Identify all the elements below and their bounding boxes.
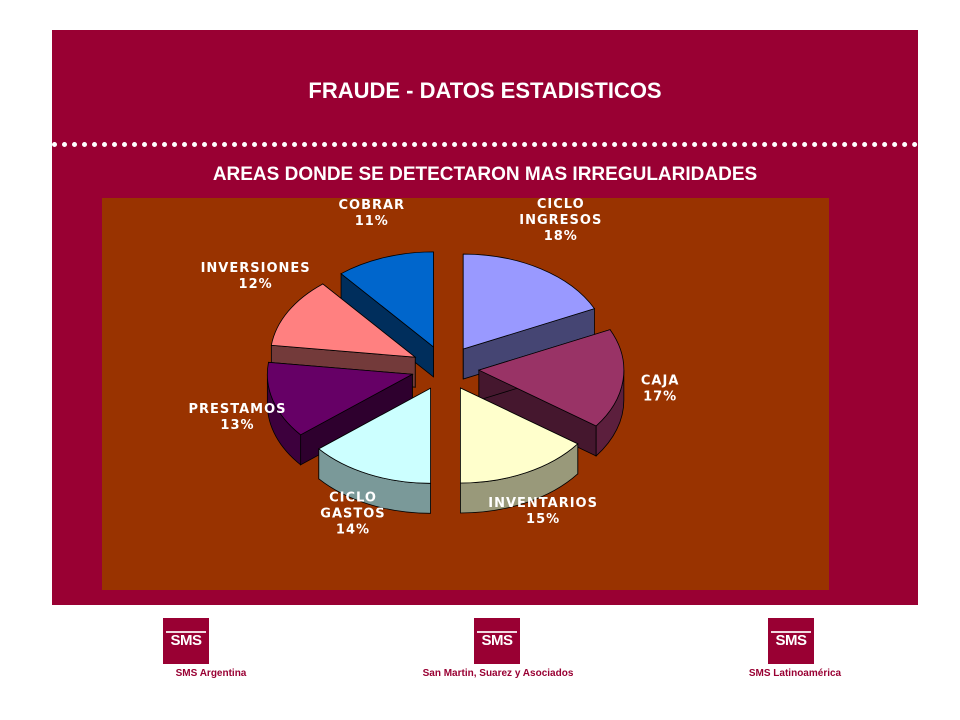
logo-caption: SMS Argentina (175, 668, 247, 679)
dotted-divider (52, 142, 918, 147)
pie-slice-top (266, 361, 414, 436)
slice-category-label: INVERSIONES (201, 261, 311, 276)
pie-slice (340, 251, 434, 378)
slice-category-label: COBRAR (338, 198, 405, 213)
slice-category-label: CICLO (537, 198, 585, 212)
pie-slice (318, 387, 431, 514)
sms-logo-mark: SMS (163, 618, 209, 664)
slice-category-label: CAJA (641, 373, 680, 388)
slide-title: FRAUDE - DATOS ESTADISTICOS (308, 78, 662, 103)
slice-category-label: INVENTARIOS (488, 496, 598, 511)
pie-slice (477, 329, 625, 457)
slice-category-label: GASTOS (320, 506, 385, 521)
logo-san-martin-suarez: SMS San Martin, Suarez y Asociados (418, 618, 578, 682)
slice-percent-label: 15% (526, 512, 560, 527)
logo-caption: SMS Latinoamérica (748, 668, 842, 679)
slice-category-label: PRESTAMOS (188, 402, 286, 417)
slice-percent-label: 12% (239, 277, 273, 292)
pie-slice-top (270, 283, 417, 358)
sms-logo-mark: SMS (474, 618, 520, 664)
pie-chart: CICLOINGRESOS18%CAJA17%INVENTARIOS15%CIC… (188, 198, 680, 537)
title-banner: FRAUDE - DATOS ESTADISTICOS AREAS DONDE … (52, 30, 918, 605)
logo-sms-argentina: SMS SMS Argentina (131, 618, 291, 682)
slice-percent-label: 14% (336, 522, 370, 537)
pie-slice-top (477, 329, 625, 427)
pie-slice-top (318, 387, 431, 484)
pie-slice (460, 387, 579, 514)
sms-logo-mark: SMS (768, 618, 814, 664)
slice-category-label: INGRESOS (519, 213, 602, 228)
slide-subtitle: AREAS DONDE SE DETECTARON MAS IRREGULARI… (212, 164, 758, 185)
slice-percent-label: 18% (544, 229, 578, 244)
pie-slice (462, 253, 596, 380)
slice-percent-label: 13% (220, 418, 254, 433)
logo-sms-latinoamerica: SMS SMS Latinoamérica (715, 618, 875, 682)
chart-plot-area: CICLO INGRESOS 18% CAJA 17% INVENTARIOS 15% CIC… (102, 198, 829, 590)
logo-caption: San Martin, Suarez y Asociados (422, 668, 574, 679)
pie-slice-top (462, 253, 596, 350)
pie-slice-top (460, 387, 579, 484)
slice-percent-label: 11% (355, 214, 389, 229)
slice-percent-label: 17% (643, 389, 677, 404)
pie-slice-top (340, 251, 434, 348)
slice-category-label: CICLO (329, 490, 377, 505)
pie-slice (266, 361, 414, 466)
